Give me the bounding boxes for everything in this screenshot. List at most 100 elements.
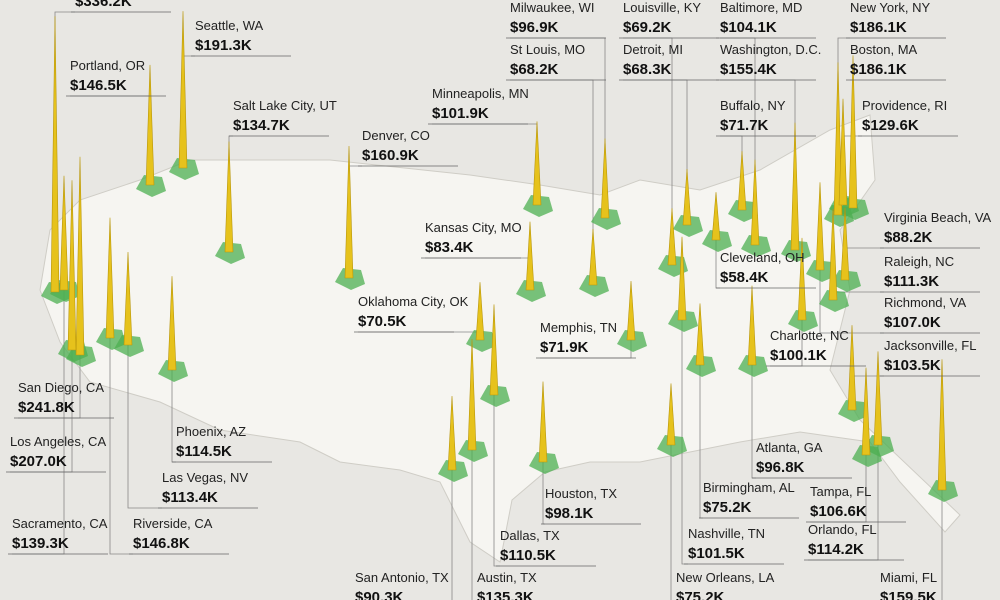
city-value: $146.8K: [133, 535, 190, 552]
city-value: $134.7K: [233, 117, 290, 134]
city-name: Charlotte, NC: [770, 328, 849, 343]
spike: [59, 175, 69, 291]
city-name: Portland, OR: [70, 58, 145, 73]
spike: [838, 98, 848, 206]
city-value: $207.0K: [10, 453, 67, 470]
spike: [489, 304, 499, 396]
metro-area: [480, 385, 510, 407]
metro-area: [169, 158, 199, 180]
city-name: Washington, D.C.: [720, 42, 821, 57]
city-value: $113.4K: [162, 489, 218, 506]
labels: $336.2K Seattle, WA $191.3K Portland, OR $14…: [6, 0, 992, 600]
city-value: $160.9K: [362, 147, 419, 164]
city-name: Birmingham, AL: [703, 480, 795, 495]
city-name: Oklahoma City, OK: [358, 294, 469, 309]
metro-area: [136, 175, 166, 197]
spike: [682, 168, 692, 226]
city-name: Raleigh, NC: [884, 254, 954, 269]
city-value: $106.6K: [810, 503, 867, 520]
spike: [600, 138, 610, 219]
spike: [178, 11, 188, 169]
city-value: $104.1K: [720, 19, 777, 36]
city-name: Los Angeles, CA: [10, 434, 106, 449]
leader-line: [819, 270, 884, 334]
spike: [75, 156, 85, 356]
city-value: $68.3K: [623, 61, 672, 78]
city-value: $110.5K: [500, 547, 556, 564]
city-name: Austin, TX: [477, 570, 537, 585]
city-value: $96.8K: [756, 459, 805, 476]
city-name: St Louis, MO: [510, 42, 585, 57]
metro-area: [673, 215, 703, 237]
metro-area: [579, 275, 609, 297]
city-name: Salt Lake City, UT: [233, 98, 337, 113]
spike: [873, 351, 883, 446]
city-value: $83.4K: [425, 239, 474, 256]
city-name: Denver, CO: [362, 128, 430, 143]
metro-area: [788, 310, 818, 332]
city-name: Miami, FL: [880, 570, 937, 585]
city-value: $69.2K: [623, 19, 672, 36]
city-name: Orlando, FL: [808, 522, 877, 537]
city-name: Richmond, VA: [884, 295, 966, 310]
metro-area: [591, 208, 621, 230]
leader-line: [471, 450, 473, 600]
metro-area: [617, 330, 647, 352]
city-value: $135.3K: [477, 589, 534, 600]
city-name: Las Vegas, NV: [162, 470, 248, 485]
city-name: San Diego, CA: [18, 380, 104, 395]
metro-area: [738, 355, 768, 377]
city-value: $155.4K: [720, 61, 777, 78]
city-name: Milwaukee, WI: [510, 0, 595, 15]
city-value: $98.1K: [545, 505, 594, 522]
metro-area: [864, 435, 894, 457]
city-value: $186.1K: [850, 19, 907, 36]
city-name: Atlanta, GA: [756, 440, 823, 455]
spike: [525, 221, 535, 291]
metro-area: [806, 260, 836, 282]
city-name: Detroit, MI: [623, 42, 683, 57]
city-value: $114.5K: [176, 443, 232, 460]
city-value: $90.3K: [355, 589, 404, 600]
city-value: $101.9K: [432, 105, 489, 122]
city-value: $114.2K: [808, 541, 864, 558]
city-value: $129.6K: [862, 117, 919, 134]
city-value: $159.5K: [880, 589, 937, 600]
metro-area: [668, 310, 698, 332]
spike: [145, 64, 155, 186]
city-value: $68.2K: [510, 61, 559, 78]
spike: [695, 303, 705, 366]
spike: [797, 237, 807, 321]
metro-area: [438, 460, 468, 482]
metro-area: [215, 242, 245, 264]
city-name: Nashville, TN: [688, 526, 765, 541]
city-name: Seattle, WA: [195, 18, 263, 33]
metro-area: [158, 360, 188, 382]
city-name: New York, NY: [850, 0, 931, 15]
city-name: Minneapolis, MN: [432, 86, 529, 101]
spike: [840, 207, 850, 281]
city-name: Tampa, FL: [810, 484, 871, 499]
city-value: $71.7K: [720, 117, 769, 134]
spike: [467, 339, 477, 451]
spike: [666, 383, 676, 446]
spike: [847, 325, 857, 411]
city-value: $96.9K: [510, 19, 559, 36]
metro-area: [686, 355, 716, 377]
city-name: Sacramento, CA: [12, 516, 108, 531]
city-value: $191.3K: [195, 37, 252, 54]
metro-area: [838, 400, 868, 422]
city-value: $58.4K: [720, 269, 769, 286]
metro-area: [529, 452, 559, 474]
city-value: $75.2K: [703, 499, 752, 516]
spike: [828, 208, 838, 301]
city-value: $146.5K: [70, 77, 127, 94]
city-value: $101.5K: [688, 545, 745, 562]
city-name: San Antonio, TX: [355, 570, 449, 585]
city-value: $186.1K: [850, 61, 907, 78]
spike: [167, 276, 177, 371]
spike: [67, 180, 77, 351]
metro-area: [819, 290, 849, 312]
city-name: Buffalo, NY: [720, 98, 786, 113]
metro-area: [702, 230, 732, 252]
